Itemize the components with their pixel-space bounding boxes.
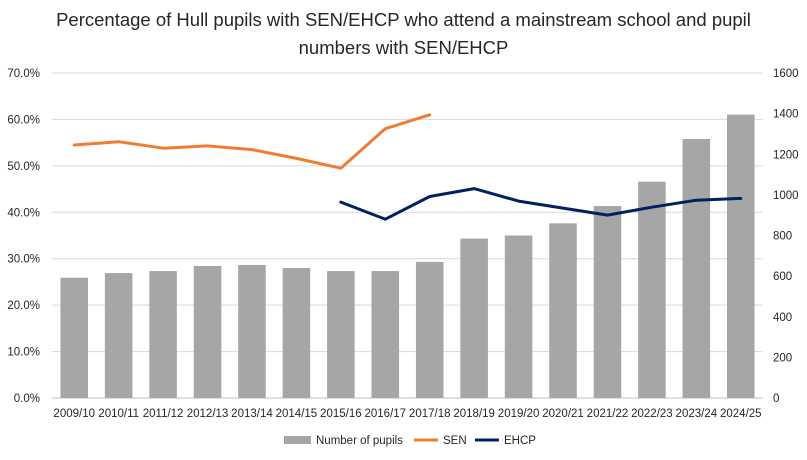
x-tick-label: 2014/15 (276, 408, 318, 420)
bar (327, 271, 355, 398)
bar (638, 181, 666, 398)
y-left-tick-label: 50.0% (7, 161, 40, 173)
x-tick-label: 2022/23 (631, 408, 673, 420)
chart-title: Percentage of Hull pupils with SEN/EHCP … (56, 9, 751, 58)
y-right-tick-label: 1200 (773, 149, 799, 161)
bar (104, 273, 133, 398)
x-tick-label: 2016/17 (364, 408, 406, 420)
y-right-tick-label: 800 (773, 231, 792, 243)
bar (460, 238, 488, 398)
x-tick-label: 2009/10 (53, 408, 95, 420)
x-tick-label: 2011/12 (143, 408, 184, 420)
legend-label: SEN (443, 435, 467, 447)
legend-label: EHCP (504, 435, 536, 447)
y-left-tick-label: 0.0% (14, 393, 40, 405)
bar (682, 139, 711, 398)
bar (193, 265, 222, 398)
bar (415, 261, 444, 398)
y-left-tick-label: 30.0% (7, 254, 40, 266)
y-right-tick-label: 1600 (773, 68, 799, 80)
y-left-tick-label: 60.0% (7, 114, 40, 126)
series-line-sen (72, 113, 432, 170)
x-tick-label: 2010/11 (98, 408, 139, 420)
y-right-tick-label: 0 (773, 393, 779, 405)
bar (149, 271, 177, 398)
legend-label: Number of pupils (316, 435, 403, 447)
bar (238, 264, 266, 398)
y-right-tick-label: 1000 (773, 190, 799, 202)
y-right-tick-label: 200 (773, 352, 792, 364)
bar (60, 277, 88, 398)
y-left-tick-label: 70.0% (7, 68, 40, 80)
x-tick-label: 2017/18 (409, 408, 451, 420)
x-tick-label: 2021/22 (587, 408, 629, 420)
x-tick-label: 2018/19 (453, 408, 495, 420)
legend-swatch-bar (284, 436, 311, 444)
series-line-ehcp (339, 187, 743, 221)
x-tick-label: 2012/13 (187, 408, 229, 420)
bar (282, 268, 311, 398)
bar (549, 223, 577, 398)
y-right-tick-label: 600 (773, 271, 792, 283)
x-tick-label: 2024/25 (720, 408, 762, 420)
bar (504, 235, 533, 398)
bar (371, 271, 400, 398)
x-tick-label: 2013/14 (231, 408, 273, 420)
y-left-tick-label: 10.0% (7, 347, 40, 359)
y-right-tick-label: 400 (773, 312, 792, 324)
x-tick-label: 2015/16 (320, 408, 362, 420)
x-tick-label: 2023/24 (676, 408, 718, 420)
y-right-tick-label: 1400 (773, 109, 799, 121)
y-left-tick-label: 20.0% (7, 300, 40, 312)
bar (727, 114, 755, 398)
bar (593, 206, 622, 398)
y-left-tick-label: 40.0% (7, 207, 40, 219)
x-tick-label: 2020/21 (542, 408, 584, 420)
x-tick-label: 2019/20 (498, 408, 540, 420)
